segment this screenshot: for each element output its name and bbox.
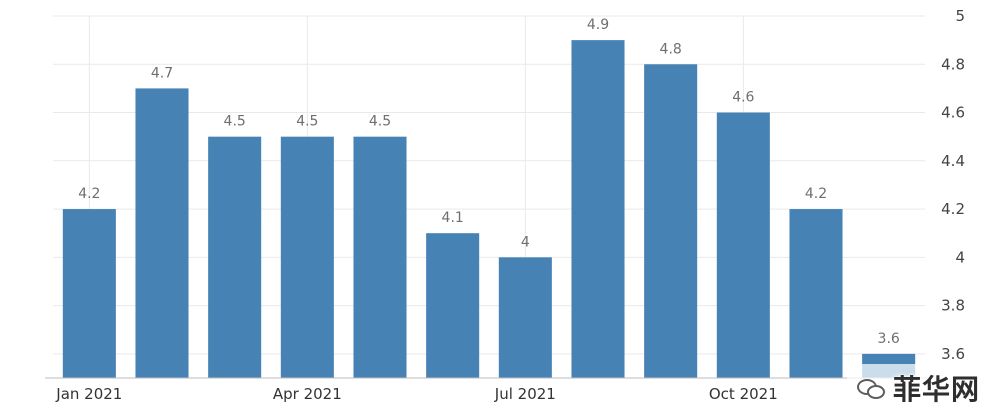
data-label: 4 [521, 234, 530, 250]
y-tick-label: 3.6 [941, 345, 965, 363]
x-tick-label: Jan 2021 [55, 385, 122, 403]
data-label: 4.2 [78, 186, 100, 202]
bar [280, 136, 334, 378]
y-tick-label: 3.8 [941, 297, 965, 315]
y-tick-label: 5 [955, 7, 965, 25]
bar [353, 136, 407, 378]
grid-lines [53, 15, 925, 378]
x-axis: Jan 2021 Apr 2021 Jul 2021 Oct 2021 [45, 377, 928, 403]
bar [789, 209, 843, 378]
bar [426, 233, 480, 378]
y-tick-label: 4.8 [941, 55, 965, 73]
bar [62, 209, 116, 378]
y-tick-label: 4 [955, 248, 965, 266]
data-label: 4.5 [369, 114, 391, 130]
y-axis: 3.6 3.8 4 4.2 4.4 4.6 4.8 5 [941, 7, 965, 363]
data-label: 4.1 [442, 210, 464, 226]
bar [135, 88, 189, 379]
bar [862, 353, 916, 378]
x-tick-label: Oct 2021 [709, 385, 778, 403]
bars: 4.2 4.7 4.5 4.5 4.5 4.1 4 4.9 4.8 4.6 4.2 3.6 [62, 17, 916, 379]
data-label: 4.8 [660, 41, 682, 57]
data-label: 4.5 [296, 114, 318, 130]
data-label: 4.6 [732, 90, 754, 106]
data-label: 3.6 [878, 331, 900, 347]
bar [571, 40, 625, 379]
bar [716, 112, 770, 379]
bar [498, 257, 552, 378]
y-tick-label: 4.6 [941, 104, 965, 122]
bar [644, 64, 698, 379]
y-tick-label: 4.4 [941, 152, 965, 170]
y-tick-label: 4.2 [941, 200, 965, 218]
x-tick-label: Jul 2021 [494, 385, 556, 403]
bar [208, 136, 262, 378]
data-label: 4.5 [224, 114, 246, 130]
x-tick-label: Apr 2021 [273, 385, 342, 403]
data-label: 4.2 [805, 186, 827, 202]
data-label: 4.7 [151, 65, 173, 81]
data-label: 4.9 [587, 17, 609, 33]
